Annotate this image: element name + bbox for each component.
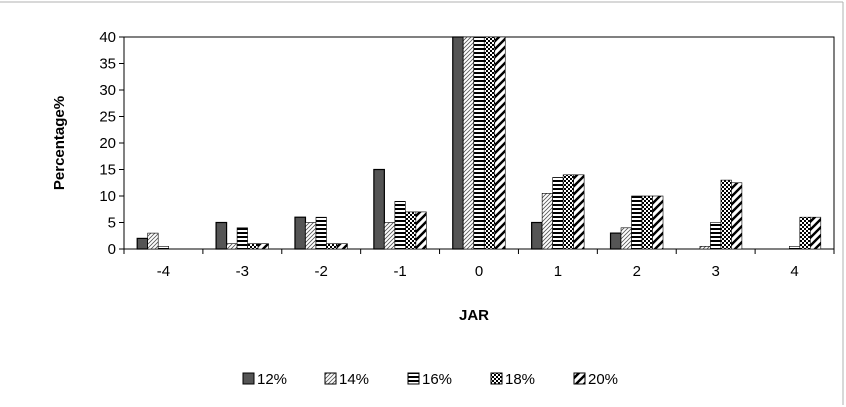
x-tick-label: -4 <box>157 263 170 280</box>
bar <box>799 216 811 250</box>
bar <box>473 36 485 250</box>
bar <box>541 193 553 250</box>
legend-label: 20% <box>588 371 618 388</box>
bar <box>384 222 396 250</box>
x-tick-label: 0 <box>475 263 483 280</box>
bar <box>236 227 248 250</box>
legend-swatch <box>242 372 255 385</box>
bar <box>573 174 585 250</box>
bar <box>373 168 385 250</box>
bar <box>136 237 149 250</box>
bar <box>631 195 643 250</box>
bar <box>699 246 711 250</box>
bar <box>305 222 317 250</box>
bar <box>226 243 238 250</box>
series-20% <box>257 36 822 250</box>
bar <box>652 195 664 250</box>
legend-swatch <box>573 372 586 385</box>
x-axis-tick-labels: -4 -3 -2 -1 0 1 2 3 4 <box>123 249 835 280</box>
bar <box>620 227 632 250</box>
x-tick-label: -2 <box>315 263 328 280</box>
bar <box>405 211 417 250</box>
bar <box>731 182 743 250</box>
y-tick-label: 25 <box>99 109 116 126</box>
bar <box>215 221 228 250</box>
legend-label: 12% <box>257 371 287 388</box>
bar <box>257 243 269 250</box>
legend-label: 18% <box>505 371 535 388</box>
bar <box>462 36 475 250</box>
bar <box>326 243 338 250</box>
bar <box>394 201 406 250</box>
legend-swatch <box>490 372 503 385</box>
y-tick-label: 30 <box>99 82 116 99</box>
y-tick-label: 35 <box>99 56 116 73</box>
series-16% <box>157 36 801 250</box>
bar <box>147 232 159 250</box>
bar <box>415 211 427 250</box>
legend: 12% 14% 16% 18% 20% <box>242 371 618 388</box>
legend-swatch <box>324 372 337 385</box>
legend-swatch <box>407 372 420 385</box>
y-tick-label: 5 <box>108 215 116 232</box>
x-tick-label: 2 <box>633 263 641 280</box>
y-tick-label: 15 <box>99 162 116 179</box>
bar <box>247 243 259 250</box>
x-tick-label: 4 <box>790 263 798 280</box>
bar <box>562 174 574 250</box>
series-18% <box>247 36 811 250</box>
bar <box>641 195 653 250</box>
y-tick-label: 0 <box>108 241 116 258</box>
x-tick-label: 3 <box>711 263 719 280</box>
y-axis-ticks: 0 5 10 15 20 25 30 35 40 <box>99 29 124 258</box>
bar <box>720 179 732 250</box>
bar <box>609 232 622 250</box>
y-tick-label: 10 <box>99 188 116 205</box>
x-axis-title: JAR <box>459 307 489 324</box>
legend-label: 14% <box>339 371 369 388</box>
bar <box>494 36 506 250</box>
bar <box>315 216 327 250</box>
bar <box>531 221 543 250</box>
bars <box>136 36 822 250</box>
bar <box>157 246 169 250</box>
legend-label: 16% <box>422 371 452 388</box>
bar <box>789 246 801 250</box>
bar <box>336 243 348 250</box>
bar <box>294 216 307 250</box>
bar <box>810 216 822 250</box>
bar <box>552 177 564 250</box>
y-axis-title: Percentage% <box>51 96 68 190</box>
bar <box>452 36 464 250</box>
bar <box>710 222 722 250</box>
x-tick-label: 1 <box>554 263 562 280</box>
x-tick-label: -1 <box>393 263 406 280</box>
series-14% <box>147 36 711 250</box>
y-tick-label: 40 <box>99 29 116 46</box>
y-tick-label: 20 <box>99 135 116 152</box>
x-tick-label: -3 <box>236 263 249 280</box>
bar <box>483 36 496 250</box>
